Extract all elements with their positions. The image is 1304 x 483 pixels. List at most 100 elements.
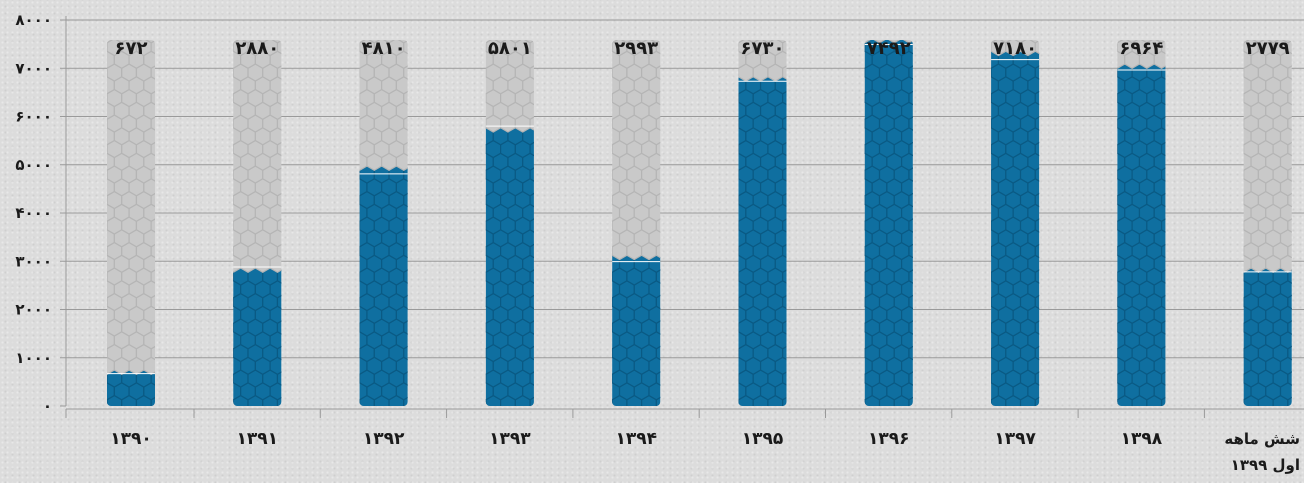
- bar-fill-cell: [864, 114, 866, 133]
- y-tick-label: ۷۰۰۰: [15, 59, 52, 77]
- bar-empty-cell: [1243, 114, 1245, 133]
- bar-fill-cell: [738, 88, 740, 108]
- bar-empty-cell: [107, 63, 108, 82]
- bar-empty-cell: [507, 40, 524, 44]
- bar-empty-cell: [107, 216, 108, 235]
- bar-empty-cell: [107, 241, 108, 261]
- bar-fill-cell: [359, 343, 361, 363]
- y-tick-label: ۶۰۰۰: [15, 108, 52, 126]
- bar-empty-cell: [107, 267, 108, 286]
- bar-empty-cell: [612, 216, 613, 235]
- bar-empty-cell: [107, 88, 108, 108]
- bar-empty-cell: [359, 88, 361, 108]
- bar-empty-cell: [366, 40, 383, 44]
- data-label: ۲۹۹۳: [614, 38, 658, 59]
- bar-fill-cell: [359, 292, 361, 312]
- bar-fill-cell: [864, 318, 866, 337]
- bar-empty-cell: [1243, 241, 1245, 261]
- bar-fill-cell: [612, 267, 613, 286]
- bar-fill-cell: [359, 394, 361, 406]
- bar-empty-cell: [1250, 40, 1267, 44]
- bar-fill-cell: [485, 216, 487, 235]
- bar-fill-cell: [1117, 63, 1118, 82]
- bar-empty-cell: [648, 40, 661, 44]
- bar-fill-cell: [485, 139, 487, 159]
- data-label: ۲۷۷۹: [1246, 38, 1290, 59]
- bar-fill-cell: [991, 369, 992, 388]
- bar-fill-cell: [612, 292, 613, 312]
- bar-fill-cell: [1117, 114, 1118, 133]
- bar-empty-cell: [395, 40, 408, 44]
- bar-fill-cell: [738, 114, 740, 133]
- bar-empty-cell: [633, 40, 650, 44]
- bar-fill-cell: [1117, 292, 1118, 312]
- bar-empty-cell: [612, 88, 613, 108]
- bar-fill-cell: [864, 292, 866, 312]
- y-tick-label: ۳۰۰۰: [15, 252, 52, 270]
- bar-fill-cell: [991, 343, 992, 363]
- bar-empty-cell: [233, 241, 234, 261]
- bar-fill-cell: [864, 241, 866, 261]
- bar-fill-cell: [485, 343, 487, 363]
- bar-fill-cell: [1117, 267, 1118, 286]
- bar-empty-cell: [381, 40, 398, 44]
- bar-empty-cell: [485, 40, 487, 57]
- bar-fill-cell: [1117, 216, 1118, 235]
- bar-fill-cell: [738, 318, 740, 337]
- bar-fill-cell: [738, 241, 740, 261]
- bar-empty-cell: [1279, 40, 1292, 44]
- bar-fill-cell: [233, 343, 234, 363]
- data-label: ۶۷۳۰: [741, 38, 785, 59]
- bar-empty-cell: [738, 40, 740, 57]
- bar-empty-cell: [233, 63, 234, 82]
- bar-empty-cell: [1243, 40, 1245, 57]
- x-tick-label: اول ۱۳۹۹: [1231, 456, 1300, 474]
- bar-fill-cell: [738, 394, 740, 406]
- bar-fill-cell: [1243, 292, 1245, 312]
- data-label: ۵۸۰۱: [488, 38, 532, 59]
- bar-fill-cell: [359, 190, 361, 210]
- bar-fill-cell: [864, 394, 866, 406]
- bar-empty-cell: [240, 40, 256, 44]
- bar-fill-cell: [1117, 394, 1118, 406]
- bar-empty-cell: [233, 139, 234, 159]
- bar-fill-cell: [233, 267, 234, 286]
- bar-empty-cell: [612, 241, 613, 261]
- bar-fill-cell: [485, 267, 487, 286]
- bar-fill-cell: [991, 318, 992, 337]
- bar-fill-cell: [864, 88, 866, 108]
- bar-fill-cell: [991, 165, 992, 184]
- bar-fill-cell: [1243, 343, 1245, 363]
- x-tick-label: ۱۳۹۵: [742, 429, 784, 449]
- axes: ۰ ۱۰۰۰ ۲۰۰۰ ۳۰۰۰ ۴۰۰۰ ۵۰۰۰ ۶۰۰۰ ۷۰۰۰ ۸۰۰۰: [15, 11, 1304, 418]
- y-tick-label: ۴۰۰۰: [15, 204, 52, 222]
- bar-fill-cell: [485, 241, 487, 261]
- bar: [991, 40, 1040, 406]
- bar-fill-cell: [1117, 369, 1118, 388]
- bar: [485, 40, 534, 406]
- x-tick-label: ۱۳۹۷: [994, 429, 1036, 449]
- bar-empty-cell: [269, 40, 282, 44]
- x-tick-label: ۱۳۹۴: [615, 429, 657, 449]
- data-label: ۶۹۶۴: [1119, 38, 1163, 59]
- x-tick-label: شش ماهه: [1224, 430, 1300, 448]
- bar-fill-cell: [485, 394, 487, 406]
- bar-fill-cell: [1117, 343, 1118, 363]
- bar-empty-cell: [485, 63, 487, 82]
- bar-empty-cell: [107, 40, 108, 57]
- bar-empty-cell: [107, 343, 108, 363]
- bar-fill-cell: [991, 139, 992, 159]
- bar: [233, 40, 282, 406]
- bar-empty-cell: [107, 139, 108, 159]
- data-label: ۴۸۱۰: [362, 38, 406, 59]
- bar-empty-cell: [233, 190, 234, 210]
- bar-fill-cell: [864, 165, 866, 184]
- bar-empty-cell: [233, 88, 234, 108]
- bar-fill-cell: [864, 216, 866, 235]
- bar-empty-cell: [359, 114, 361, 133]
- bar-empty-cell: [612, 165, 613, 184]
- bar-empty-cell: [1243, 63, 1245, 82]
- x-tick-label: ۱۳۹۰: [110, 429, 152, 449]
- bar-fill-cell: [612, 343, 613, 363]
- x-tick-label: ۱۳۹۲: [363, 429, 405, 449]
